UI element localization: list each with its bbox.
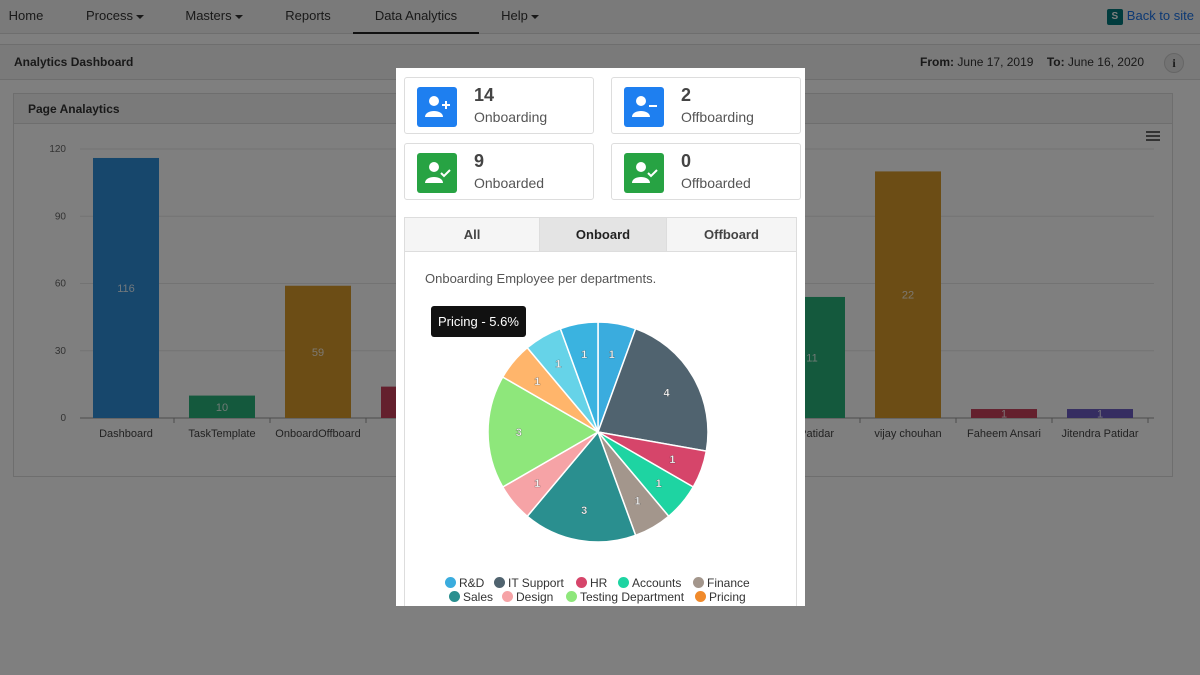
tab-bar: All Onboard Offboard xyxy=(404,217,797,252)
offboarded-count: 0 xyxy=(681,151,692,171)
stat-card-onboarding: 14 Onboarding xyxy=(404,77,594,134)
legend-item[interactable]: Testing Department xyxy=(566,590,684,604)
pie-slice xyxy=(526,430,637,543)
pie-slice-label: 4 xyxy=(664,387,671,399)
legend-label: Finance xyxy=(707,576,750,590)
user-check-icon xyxy=(624,153,664,193)
legend-swatch xyxy=(449,591,460,602)
pie-slice-label: 1 xyxy=(635,496,641,508)
legend-label: R&D xyxy=(459,576,485,590)
legend-item[interactable]: Sales xyxy=(449,590,493,604)
tab-all[interactable]: All xyxy=(463,227,481,242)
pie-slice-label: 1 xyxy=(581,349,587,361)
legend-label: HR xyxy=(590,576,608,590)
pie-slice xyxy=(487,375,600,489)
legend-label: Pricing xyxy=(709,590,746,604)
pie-slice xyxy=(596,327,709,452)
pie-slice-label: 1 xyxy=(555,358,561,370)
user-remove-icon xyxy=(624,87,664,127)
legend-item[interactable]: Design xyxy=(502,590,553,604)
legend-swatch xyxy=(502,591,513,602)
legend-item[interactable]: HR xyxy=(576,576,607,590)
legend-swatch xyxy=(695,591,706,602)
tab-offboard[interactable]: Offboard xyxy=(704,227,759,242)
user-add-icon xyxy=(417,87,457,127)
chart-tooltip: Pricing - 5.6% xyxy=(431,306,526,337)
pie-slice-label: 1 xyxy=(669,454,675,466)
stat-card-offboarded: 0 Offboarded xyxy=(611,143,801,200)
legend-item[interactable]: IT Support xyxy=(494,576,564,590)
legend-row: Sales Design Testing Department Pricing xyxy=(396,590,805,604)
tab-content: Onboarding Employee per departments. xyxy=(404,252,797,606)
pie-slice-label: 3 xyxy=(581,505,587,517)
offboarding-count: 2 xyxy=(681,85,692,105)
employee-stats-modal: 14 Onboarding 2 Offboarding 9 Onboarded … xyxy=(396,68,805,606)
legend-row: R&D IT Support HR Accounts Finance xyxy=(396,576,805,590)
onboarded-label: Onboarded xyxy=(474,175,545,191)
pie-slice-label: 1 xyxy=(534,376,540,388)
stat-card-offboarding: 2 Offboarding xyxy=(611,77,801,134)
legend-swatch xyxy=(494,577,505,588)
legend-label: Testing Department xyxy=(580,590,685,604)
legend-swatch xyxy=(693,577,704,588)
offboarded-label: Offboarded xyxy=(681,175,751,191)
legend-item[interactable]: Accounts xyxy=(618,576,681,590)
tab-onboard[interactable]: Onboard xyxy=(539,218,667,251)
legend-item[interactable]: Pricing xyxy=(695,590,746,604)
legend-label: IT Support xyxy=(508,576,564,590)
legend-label: Accounts xyxy=(632,576,682,590)
legend-item[interactable]: Finance xyxy=(693,576,750,590)
legend-item[interactable]: R&D xyxy=(445,576,484,590)
pie-slice xyxy=(559,321,599,433)
onboarding-label: Onboarding xyxy=(474,109,548,125)
stat-card-onboarded: 9 Onboarded xyxy=(404,143,594,200)
legend-swatch xyxy=(445,577,456,588)
legend-swatch xyxy=(618,577,629,588)
onboarding-count: 14 xyxy=(474,85,495,105)
pie-slice-label: 1 xyxy=(534,478,540,490)
legend-label: Sales xyxy=(463,590,494,604)
pie-slice-label: 3 xyxy=(516,427,522,439)
chart-legend: R&D IT Support HR Accounts Finance Sales Desi… xyxy=(396,576,805,604)
user-check-icon xyxy=(417,153,457,193)
chart-caption: Onboarding Employee per departments. xyxy=(425,271,657,286)
legend-swatch xyxy=(566,591,577,602)
legend-swatch xyxy=(576,577,587,588)
onboarded-count: 9 xyxy=(474,151,485,171)
legend-label: Design xyxy=(516,590,554,604)
pie-slice-label: 1 xyxy=(656,478,662,490)
offboarding-label: Offboarding xyxy=(681,109,754,125)
pie-slice-label: 1 xyxy=(609,349,615,361)
